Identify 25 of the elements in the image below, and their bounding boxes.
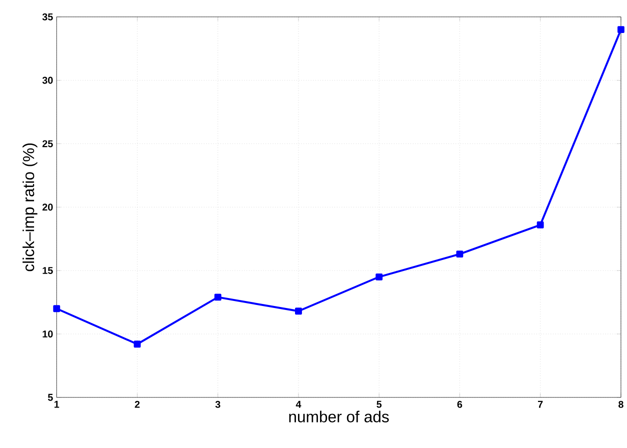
y-axis-title: click–imp ratio (%)	[22, 143, 38, 272]
x-axis-title: number of ads	[289, 410, 389, 422]
x-tick-label: 8	[618, 400, 624, 408]
point	[295, 308, 302, 315]
x-tick-label: 2	[134, 400, 140, 408]
y-tick-label: 15	[42, 267, 53, 274]
y-tick-label: 30	[42, 76, 53, 84]
point	[536, 221, 544, 228]
x-tick-label: 1	[54, 400, 60, 408]
x-tick-label: 3	[215, 400, 220, 408]
point	[376, 273, 383, 280]
x-tick-label: 6	[457, 400, 462, 408]
point	[214, 294, 222, 301]
y-tick-label: 25	[42, 140, 53, 148]
x-tick-label: 7	[538, 400, 543, 408]
y-tick-label: 20	[42, 204, 53, 211]
x-tick-label: 5	[376, 400, 382, 408]
point	[53, 305, 60, 312]
y-tick-label: 5	[48, 394, 53, 401]
y-tick-label: 10	[42, 330, 53, 338]
x-tick-label: 4	[296, 400, 302, 408]
point	[617, 26, 624, 34]
y-tick-label: 35	[42, 13, 53, 20]
point	[456, 250, 464, 258]
point	[134, 340, 141, 348]
